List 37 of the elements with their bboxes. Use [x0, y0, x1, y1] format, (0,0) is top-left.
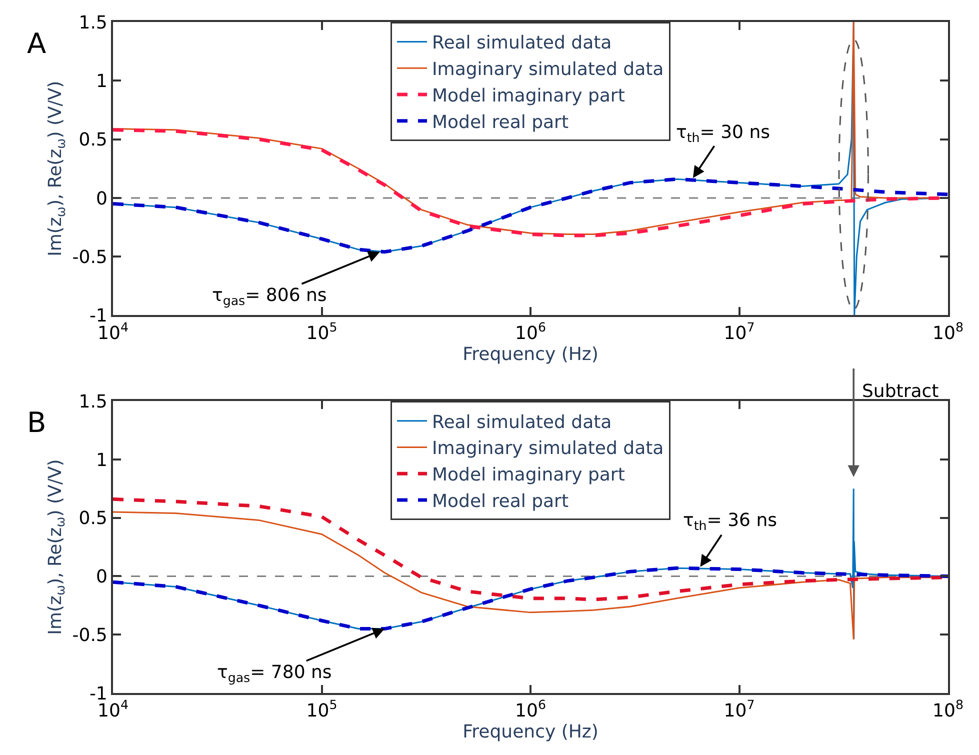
x-tick-label: 10$^{7}$: [724, 319, 755, 344]
legend-label: Model imaginary part: [432, 86, 625, 107]
y-tick-label: 1.5: [78, 391, 108, 412]
legend-label: Model real part: [432, 112, 569, 133]
y-tick-label: 0.5: [78, 508, 108, 530]
chart-title: A: [27, 27, 46, 60]
legend-label: Real simulated data: [432, 32, 612, 54]
annotation: Subtract: [862, 381, 939, 402]
legend-label: Model real part: [432, 491, 569, 512]
chart-title: B: [27, 406, 46, 439]
y-tick-label: -1: [89, 306, 108, 327]
legend-label: Real simulated data: [432, 412, 612, 433]
x-axis-title: Frequency (Hz): [462, 722, 598, 743]
y-tick-label: -0.5: [72, 246, 108, 268]
annotation: τ$_{th}$= 30 ns: [676, 122, 770, 145]
y-tick-label: 0: [96, 566, 108, 588]
legend-label: Imaginary simulated data: [432, 59, 664, 80]
y-tick-label: 1.5: [78, 12, 108, 34]
x-tick-label: 10$^{7}$: [724, 697, 755, 722]
x-tick-label: 10$^{5}$: [306, 697, 338, 722]
x-tick-label: 10$^{6}$: [515, 319, 546, 344]
y-tick-label: 1: [96, 450, 108, 471]
annotation: τ$_{gas}$= 806 ns: [212, 285, 327, 308]
y-tick-label: 0: [96, 188, 108, 210]
x-tick-label: 10$^{8}$: [932, 697, 964, 722]
y-tick-label: 0.5: [78, 130, 108, 151]
legend-label: Imaginary simulated data: [432, 438, 664, 460]
y-tick-label: 1: [96, 70, 108, 92]
x-tick-label: 10$^{5}$: [306, 319, 338, 344]
x-tick-label: 10$^{6}$: [515, 697, 546, 722]
legend-label: Model imaginary part: [432, 464, 625, 486]
annotation: τ$_{th}$= 36 ns: [683, 510, 777, 533]
x-axis-title: Frequency (Hz): [462, 344, 598, 365]
y-tick-label: -1: [89, 683, 108, 704]
annotation: τ$_{gas}$= 780 ns: [217, 662, 332, 685]
x-tick-label: 10$^{8}$: [932, 319, 964, 344]
y-tick-label: -0.5: [72, 624, 108, 646]
